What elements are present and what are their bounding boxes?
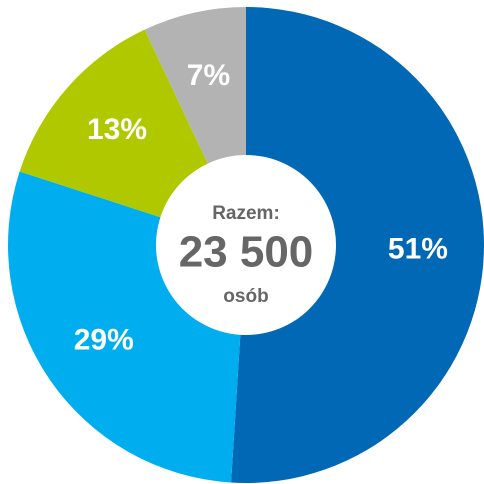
value-label: 13% — [87, 113, 147, 146]
center-title: Razem: — [212, 203, 280, 224]
slice — [8, 171, 241, 483]
slices — [8, 7, 484, 483]
center-value: 23 500 — [179, 228, 314, 277]
slice — [231, 7, 484, 483]
value-label: 7% — [187, 59, 230, 92]
slice — [144, 7, 246, 164]
value-label: 29% — [74, 324, 134, 357]
labels: 51% 29% 13% 7% — [74, 59, 448, 357]
center-unit: osób — [223, 286, 268, 307]
value-label: 51% — [388, 232, 448, 265]
slice — [19, 29, 208, 218]
